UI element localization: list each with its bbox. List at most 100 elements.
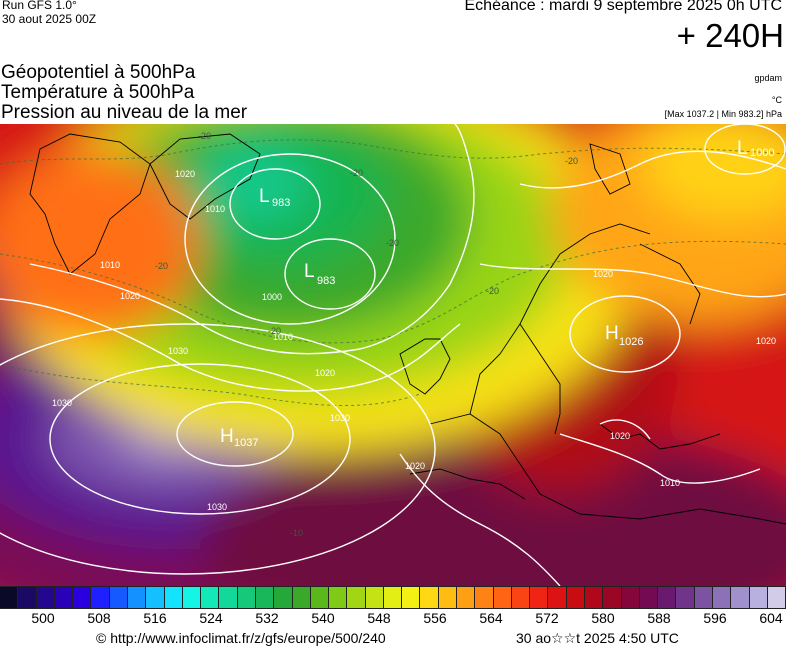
colorbar-swatch — [127, 587, 147, 608]
colorbar-swatch — [767, 587, 786, 608]
colorbar-tick-label: 532 — [255, 610, 279, 626]
colorbar — [0, 586, 786, 609]
colorbar-tick-label: 508 — [87, 610, 111, 626]
colorbar-tick-label: 588 — [647, 610, 671, 626]
run-date: 30 aout 2025 00Z — [2, 12, 97, 26]
colorbar-swatch — [566, 587, 585, 608]
colorbar-tick-label: 604 — [759, 610, 783, 626]
colorbar-swatch — [329, 587, 348, 608]
colorbar-swatch — [548, 587, 567, 608]
colorbar-tick-label: 564 — [479, 610, 503, 626]
colorbar-swatch — [511, 587, 531, 608]
colorbar-swatch — [91, 587, 110, 608]
isobar-label: 1020 — [593, 269, 613, 279]
isotherm-label: -20 — [268, 326, 281, 336]
colorbar-swatch — [310, 587, 330, 608]
high-center-value: 1037 — [234, 437, 258, 449]
copyright-link[interactable]: © http://www.infoclimat.fr/z/gfs/europe/… — [96, 630, 386, 646]
isobar-label: 1020 — [756, 336, 776, 346]
isobar-label: 1030 — [207, 502, 227, 512]
generation-timestamp: 30 ao☆☆t 2025 4:50 UTC — [516, 630, 679, 646]
geopotential-field — [0, 124, 786, 586]
low-center-marker: L — [259, 186, 270, 207]
colorbar-swatch — [164, 587, 183, 608]
isobar-label: 1030 — [52, 398, 72, 408]
title-temperature: Température à 500hPa — [1, 82, 195, 103]
isotherms — [0, 139, 786, 407]
title-geopotential: Géopotentiel à 500hPa — [1, 62, 196, 83]
colorbar-swatch — [420, 587, 439, 608]
run-label: Run GFS 1.0° — [2, 0, 77, 12]
low-center-marker: L — [304, 261, 315, 282]
isotherm-label: -20 — [350, 168, 363, 178]
colorbar-tick-label: 500 — [31, 610, 55, 626]
isobar-label: 1010 — [205, 204, 225, 214]
isobar-label: 1010 — [660, 478, 680, 488]
pressure-centers: L 1000 L 983 L 983 H 1026 H 1037 — [220, 138, 774, 449]
isotherm-label: -20 — [386, 238, 399, 248]
colorbar-tick-label: 572 — [535, 610, 559, 626]
weather-map: L 1000 L 983 L 983 H 1026 H 1037 1010 10… — [0, 124, 786, 586]
high-center-value: 1026 — [619, 336, 643, 348]
colorbar-swatch — [530, 587, 549, 608]
colorbar-tick-label: 580 — [591, 610, 615, 626]
colorbar-tick-label: 516 — [143, 610, 167, 626]
isobar-label: 1010 — [100, 260, 120, 270]
colorbar-tick-label: 548 — [367, 610, 391, 626]
colorbar-swatch — [274, 587, 293, 608]
colorbar-swatch — [621, 587, 640, 608]
isotherm-label: -20 — [198, 131, 211, 141]
colorbar-swatch — [36, 587, 55, 608]
isobar-labels: 1010 1020 1030 1000 1010 1020 1030 1030 … — [52, 169, 776, 512]
colorbar-swatch — [438, 587, 458, 608]
isobar-label: 1030 — [168, 346, 188, 356]
colorbar-swatch — [365, 587, 384, 608]
colorbar-swatch — [219, 587, 238, 608]
low-center-value: 983 — [317, 275, 335, 287]
isobar-label: 1030 — [330, 413, 350, 423]
colorbar-swatch — [146, 587, 165, 608]
colorbar-swatch — [731, 587, 750, 608]
isotherm-label: -10 — [290, 528, 303, 538]
colorbar-swatch — [237, 587, 256, 608]
title-pressure: Pression au niveau de la mer — [1, 102, 248, 123]
forecast-valid-time: Echéance : mardi 9 septembre 2025 0h UTC — [464, 0, 783, 14]
colorbar-swatch — [201, 587, 220, 608]
isotherm-label: -20 — [486, 286, 499, 296]
colorbar-swatch — [73, 587, 92, 608]
isobar-label: 1020 — [175, 169, 195, 179]
colorbar-swatch — [493, 587, 512, 608]
colorbar-swatch — [457, 587, 476, 608]
isotherm-labels: -20 -20 -20 -20 -20 -20 -20 -10 — [155, 131, 578, 538]
unit-geopotential: gpdam — [754, 73, 782, 83]
colorbar-swatch — [585, 587, 604, 608]
colorbar-tick-label: 524 — [199, 610, 223, 626]
colorbar-swatch — [109, 587, 128, 608]
colorbar-swatch — [475, 587, 494, 608]
isobar-label: 1020 — [405, 461, 425, 471]
colorbar-swatch — [292, 587, 311, 608]
low-center-value: 983 — [272, 197, 290, 209]
colorbar-swatch — [0, 587, 19, 608]
colorbar-swatch — [658, 587, 677, 608]
colorbar-swatch — [639, 587, 659, 608]
colorbar-tick-label: 596 — [703, 610, 727, 626]
coastlines — [29, 133, 786, 525]
pressure-range: [Max 1037.2 | Min 983.2] hPa — [664, 109, 782, 119]
low-center-marker: L — [737, 138, 748, 159]
colorbar-swatch — [54, 587, 74, 608]
colorbar-tick-label: 556 — [423, 610, 447, 626]
colorbar-swatch — [383, 587, 403, 608]
colorbar-swatch — [347, 587, 366, 608]
colorbar-swatch — [676, 587, 695, 608]
colorbar-swatch — [18, 587, 37, 608]
unit-temperature: °C — [771, 95, 782, 105]
colorbar-tick-label: 540 — [311, 610, 335, 626]
forecast-hour: + 240H — [676, 17, 784, 54]
isotherm-label: -20 — [565, 156, 578, 166]
colorbar-swatch — [402, 587, 421, 608]
high-center-marker: H — [220, 426, 234, 447]
isobar-label: 1020 — [315, 368, 335, 378]
colorbar-swatch — [712, 587, 732, 608]
colorbar-swatch — [603, 587, 622, 608]
